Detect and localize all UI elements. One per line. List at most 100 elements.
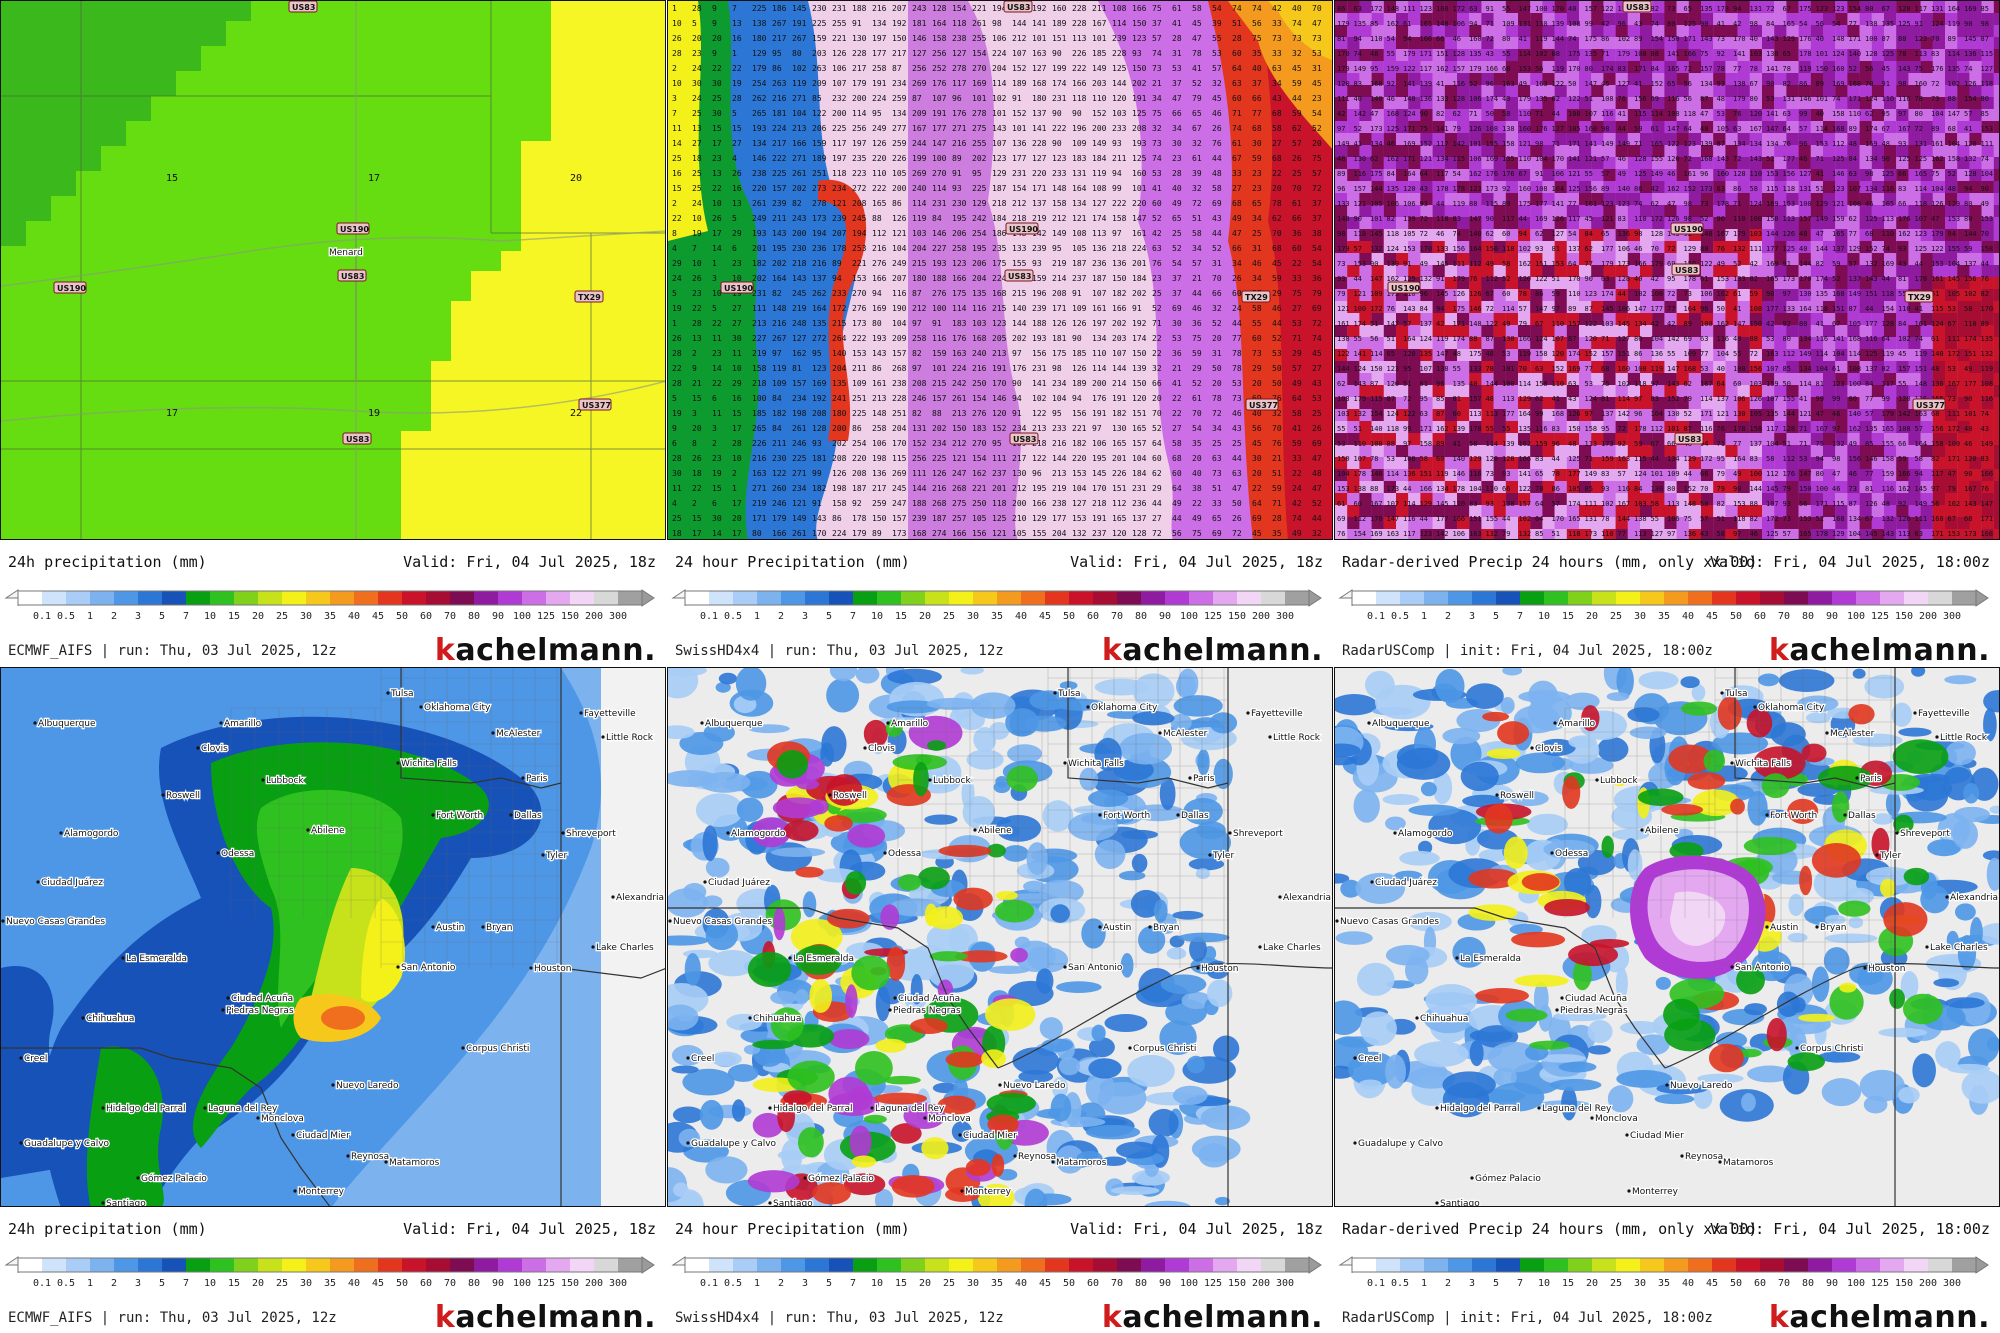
grid-value: 170	[1552, 155, 1565, 163]
grid-value: 210	[1012, 514, 1027, 523]
grid-value: 276	[972, 409, 987, 418]
radar-cell	[1359, 25, 1372, 38]
radar-cell	[1652, 61, 1665, 74]
grid-value: 147	[1132, 214, 1147, 223]
grid-value: 108	[1981, 380, 1994, 388]
radar-cell	[1579, 1, 1592, 14]
grid-value: 64	[1152, 439, 1162, 448]
colorbar-tick-label: 90	[491, 611, 505, 622]
grid-value: 108	[1568, 110, 1581, 118]
grid-value: 105	[1568, 125, 1581, 133]
grid-value: 153	[1816, 140, 1829, 148]
radar-cell	[1432, 49, 1445, 62]
grid-value: 114	[1816, 350, 1829, 358]
grid-value: 116	[1453, 80, 1466, 88]
radar-grid-map: 86 63 172 148 111 123 160 172 63 91 55 147 100 170 40 1…	[1335, 1, 1999, 539]
grid-value: 98	[1865, 170, 1873, 178]
grid-value: 104	[1717, 350, 1730, 358]
grid-value: 26	[732, 169, 742, 178]
grid-value: 31	[1212, 259, 1222, 268]
radar-cell	[1481, 25, 1494, 38]
grid-value: 192	[812, 394, 827, 403]
radar-cell	[1359, 13, 1372, 26]
grid-value: 46	[1832, 410, 1840, 418]
grid-value: 101	[1502, 365, 1515, 373]
radar-cell	[1835, 25, 1848, 38]
grid-value: 106	[992, 34, 1007, 43]
grid-value: 165	[1832, 230, 1845, 238]
radar-cell	[1945, 37, 1958, 50]
colorbar-swatch	[594, 591, 619, 605]
grid-value: 89	[1931, 125, 1939, 133]
grid-value: 59	[1634, 440, 1642, 448]
grid-value: 87	[1486, 335, 1494, 343]
grid-value: 140	[1012, 304, 1027, 313]
grid-value: 86	[1733, 185, 1741, 193]
grid-value: 115	[1981, 50, 1994, 58]
highway-shield: TX29	[574, 290, 604, 303]
radar-cell	[1432, 13, 1445, 26]
map-radar-zoom[interactable]: 86 63 172 148 111 123 160 172 63 91 55 147 100 170 40 1…	[1334, 0, 2000, 540]
kachelmann-logo[interactable]: kachelmann.	[1101, 633, 1323, 666]
grid-value: 119	[1535, 35, 1548, 43]
grid-value: 119	[1436, 335, 1449, 343]
grid-value: 171	[1634, 65, 1647, 73]
grid-value: 56	[1684, 80, 1692, 88]
radar-cell	[1371, 13, 1384, 26]
grid-value: 185	[1072, 349, 1087, 358]
grid-value: 167	[912, 124, 927, 133]
grid-value: 163	[1766, 350, 1779, 358]
grid-value: 141	[1032, 124, 1047, 133]
grid-value: 224	[1132, 244, 1147, 253]
grid-value: 151	[1964, 350, 1977, 358]
grid-value: 63	[1469, 5, 1477, 13]
grid-value: 153	[1354, 260, 1367, 268]
grid-value: 126	[1453, 290, 1466, 298]
grid-value: 153	[1981, 125, 1994, 133]
grid-value: 97	[1585, 410, 1593, 418]
grid-value: 175	[1519, 200, 1532, 208]
grid-value: 146	[1832, 170, 1845, 178]
grid-value: 89	[1816, 80, 1824, 88]
grid-value: 182	[1112, 409, 1127, 418]
kachelmann-logo[interactable]: kachelmann.	[434, 633, 656, 666]
grid-value: 211	[1112, 154, 1127, 163]
grid-value: 188	[912, 499, 927, 508]
grid-value: 195	[972, 244, 987, 253]
grid-value: 121	[1519, 140, 1532, 148]
grid-value: 200	[832, 424, 847, 433]
radar-cell	[1993, 313, 1999, 326]
grid-value: 136	[1012, 139, 1027, 148]
grid-value: 107	[1420, 365, 1433, 373]
grid-value: 114	[1502, 305, 1515, 313]
highway-shield: US190	[336, 222, 370, 235]
map-ecmwf-zoom[interactable]: 15 17 20 17 19 22 Menard US83 US190 US83…	[0, 0, 666, 540]
grid-value: 67	[1948, 320, 1956, 328]
grid-value: 148	[872, 409, 887, 418]
radar-cell	[1566, 37, 1580, 50]
grid-value: 188	[852, 4, 867, 13]
grid-value: 107	[1766, 365, 1779, 373]
grid-value: 132	[1733, 245, 1746, 253]
grid-value: 84	[1651, 65, 1659, 73]
grid-value: 86	[772, 64, 782, 73]
grid-value: 100	[1799, 200, 1812, 208]
grid-value: 121	[832, 199, 847, 208]
grid-value: 24	[1292, 484, 1302, 493]
grid-value: 32	[1152, 364, 1162, 373]
grid-value: 76	[1733, 110, 1741, 118]
grid-value: 65	[1601, 230, 1609, 238]
grid-value: 105	[1072, 244, 1087, 253]
grid-value: 96	[1436, 380, 1444, 388]
grid-value: 69	[1252, 514, 1262, 523]
grid-value: 103	[912, 229, 927, 238]
radar-cell	[1847, 61, 1860, 74]
grid-value: 133	[1469, 365, 1482, 373]
map-swisshd-zoom[interactable]: 1 28 9 7 225 186 145 230 231 188 216 207 243 128 154 22…	[667, 0, 1333, 540]
grid-value: 2	[672, 199, 677, 208]
grid-value: 100	[1354, 305, 1367, 313]
grid-value: 17	[712, 229, 722, 238]
grid-value: 126	[1783, 230, 1796, 238]
grid-value: 200	[1092, 379, 1107, 388]
grid-value: 156	[972, 529, 987, 538]
